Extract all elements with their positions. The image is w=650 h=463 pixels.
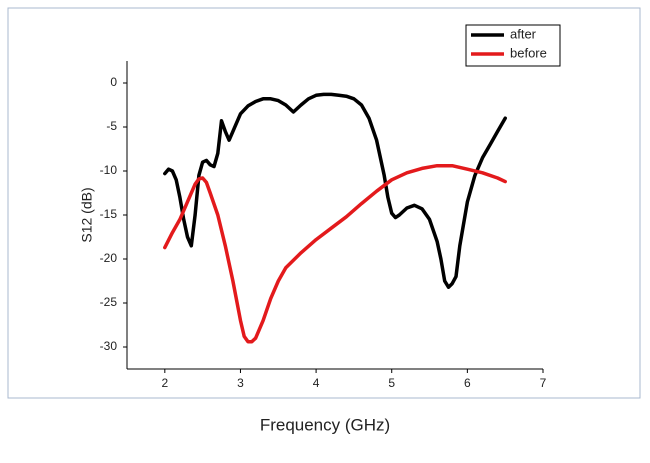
y-tick-label: -20 <box>100 251 118 265</box>
y-tick-label: -5 <box>106 119 117 133</box>
y-tick-label: 0 <box>110 75 117 89</box>
y-tick-label: -15 <box>100 207 118 221</box>
y-tick-label: -30 <box>100 339 118 353</box>
legend-label: after <box>510 26 537 41</box>
legend-label: before <box>510 45 547 60</box>
series-line <box>163 92 507 289</box>
y-tick-label: -25 <box>100 295 118 309</box>
x-axis-label: Frequency (GHz) <box>260 415 390 434</box>
y-tick-label: -10 <box>100 163 118 177</box>
x-tick-label: 5 <box>388 376 395 390</box>
frame <box>7 7 641 399</box>
x-tick-label: 2 <box>161 376 168 390</box>
x-tick-label: 7 <box>540 376 547 390</box>
y-axis-label: S12 (dB) <box>79 187 95 242</box>
legend-box <box>465 24 561 67</box>
x-tick-label: 3 <box>237 376 244 390</box>
series-line <box>163 163 507 344</box>
x-tick-label: 4 <box>313 376 320 390</box>
x-tick-label: 6 <box>464 376 471 390</box>
